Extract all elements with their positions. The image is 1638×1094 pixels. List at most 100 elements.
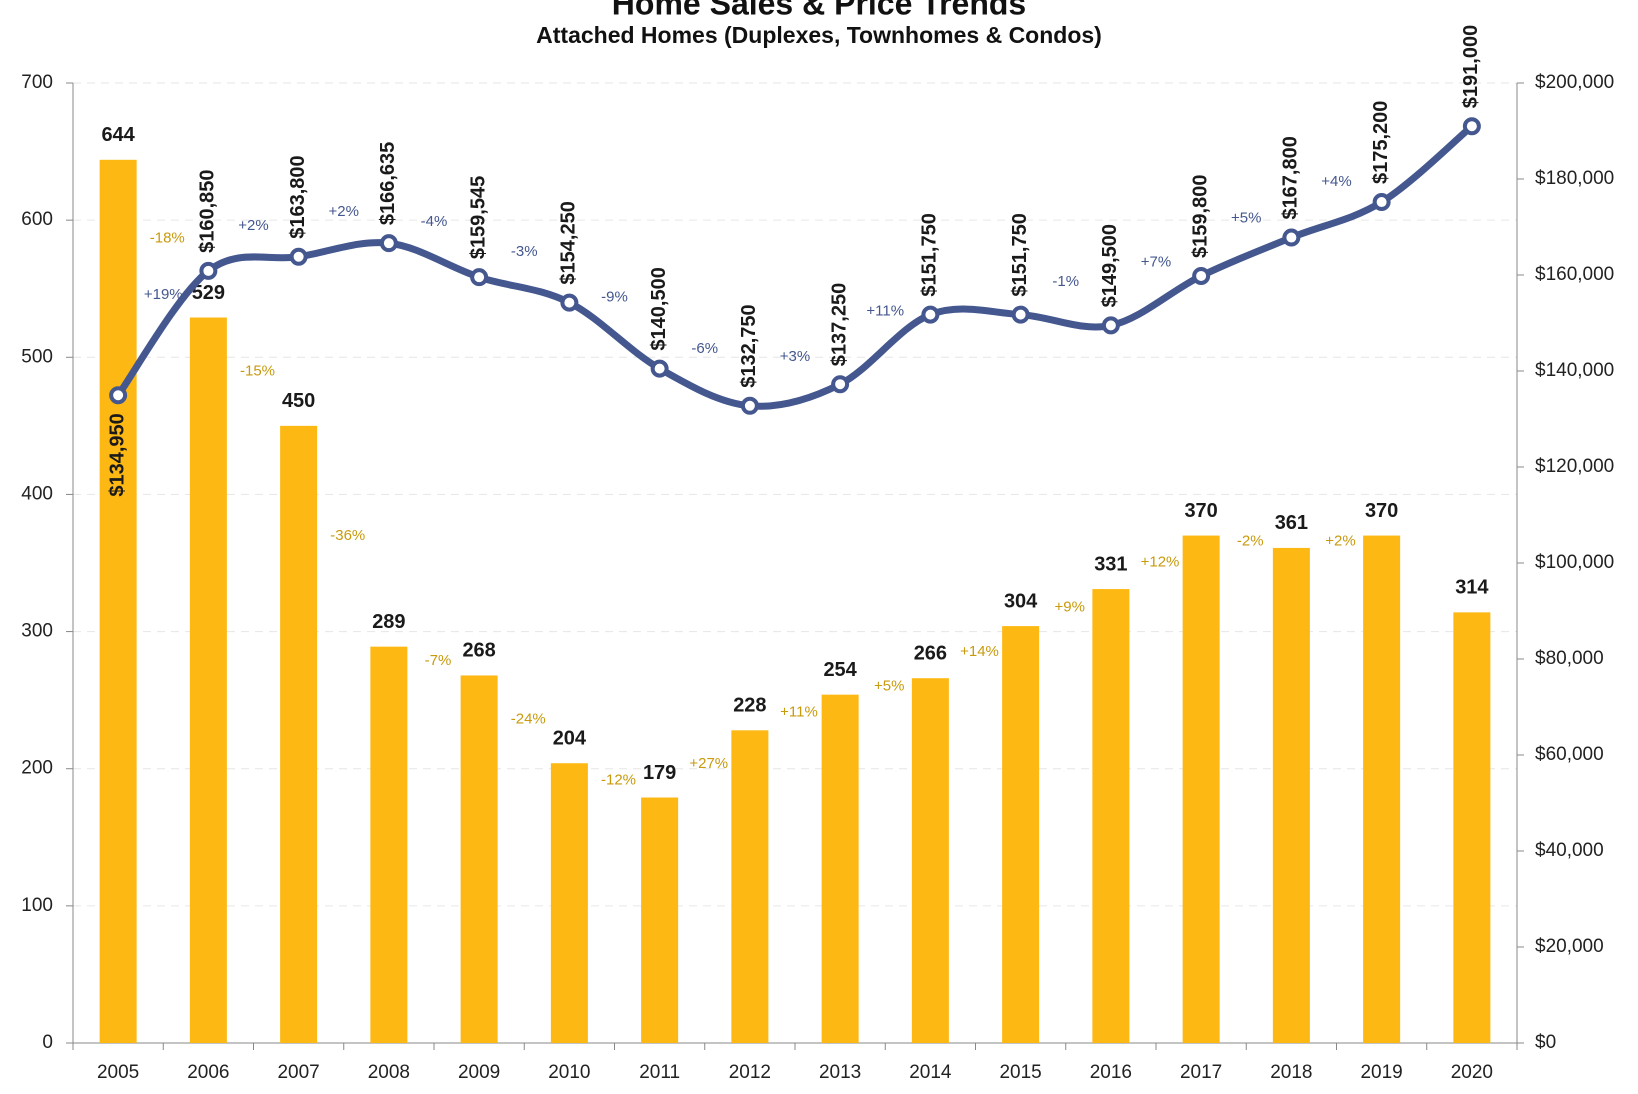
bar <box>731 730 769 1043</box>
price-point <box>1011 305 1030 324</box>
y2-tick-label: $0 <box>1535 1032 1556 1053</box>
y-tick-label: 500 <box>21 346 53 367</box>
x-tick-label: 2009 <box>458 1062 500 1083</box>
y2-tick-label: $180,000 <box>1535 168 1614 189</box>
line-change-label: -1% <box>1052 273 1079 290</box>
bar-value-label: 331 <box>1094 553 1127 575</box>
line-change-label: +5% <box>1231 210 1261 227</box>
bar <box>1092 589 1130 1043</box>
bar-value-label: 644 <box>101 124 135 146</box>
line-change-label: +3% <box>780 348 810 365</box>
price-value-label: $134,950 <box>106 413 128 496</box>
price-point <box>1462 117 1481 136</box>
bar-change-label: -2% <box>1237 533 1264 550</box>
bar-value-label: 268 <box>462 640 495 662</box>
y-tick-label: 0 <box>42 1032 53 1053</box>
x-tick-label: 2019 <box>1360 1062 1402 1083</box>
bar <box>370 646 408 1043</box>
bar-value-label: 370 <box>1184 500 1217 522</box>
bar-value-label: 304 <box>1004 590 1038 612</box>
price-point <box>921 305 940 324</box>
price-value-label: $167,800 <box>1280 136 1302 219</box>
y-tick-label: 100 <box>21 895 53 916</box>
x-tick-label: 2012 <box>729 1062 771 1083</box>
chart-title: Home Sales & Price Trends <box>612 0 1026 21</box>
bar-change-label: -15% <box>240 363 275 380</box>
price-point <box>470 268 489 287</box>
x-tick-label: 2013 <box>819 1062 861 1083</box>
bar-value-label: 254 <box>823 659 857 681</box>
price-point <box>1101 316 1120 335</box>
y2-tick-label: $200,000 <box>1535 72 1614 93</box>
line-change-label: +11% <box>866 302 904 319</box>
price-value-label: $166,635 <box>377 142 399 225</box>
bar-value-label: 529 <box>192 282 225 304</box>
price-point <box>1282 228 1301 247</box>
y-tick-label: 200 <box>21 758 53 779</box>
price-line <box>115 123 1475 410</box>
bar-value-label: 266 <box>914 642 947 664</box>
bar-change-label: +14% <box>960 643 999 660</box>
bar <box>911 678 949 1043</box>
price-point <box>379 234 398 253</box>
y2-tick-label: $40,000 <box>1535 840 1604 861</box>
x-tick-label: 2018 <box>1270 1062 1312 1083</box>
bar <box>1002 626 1040 1043</box>
bar-value-label: 228 <box>733 695 766 717</box>
bar-change-label: +27% <box>689 755 728 772</box>
price-point <box>560 293 579 312</box>
bar <box>99 159 137 1044</box>
x-tick-label: 2005 <box>97 1062 139 1083</box>
price-value-label: $191,000 <box>1460 25 1482 108</box>
price-point <box>650 359 669 378</box>
price-value-label: $132,750 <box>738 304 760 387</box>
bar-change-label: -24% <box>511 710 546 727</box>
price-value-label: $159,800 <box>1189 175 1211 258</box>
price-value-label: $149,500 <box>1099 224 1121 307</box>
bar-change-label: -7% <box>425 652 452 669</box>
bar-value-label: 370 <box>1365 500 1398 522</box>
x-tick-label: 2014 <box>909 1062 952 1083</box>
line-change-label: -9% <box>601 289 628 306</box>
bar <box>821 694 859 1043</box>
x-tick-label: 2010 <box>548 1062 590 1083</box>
price-value-label: $137,250 <box>828 283 850 366</box>
y2-tick-label: $160,000 <box>1535 264 1614 285</box>
y2-tick-label: $20,000 <box>1535 936 1604 957</box>
bar <box>1453 612 1491 1043</box>
y2-tick-label: $80,000 <box>1535 648 1604 669</box>
bar <box>1363 535 1401 1043</box>
price-point <box>831 375 850 394</box>
price-point <box>289 247 308 266</box>
bar-value-label: 314 <box>1455 577 1489 599</box>
bar-value-label: 450 <box>282 390 315 412</box>
y2-tick-label: $60,000 <box>1535 744 1604 765</box>
price-value-label: $151,750 <box>1009 213 1031 296</box>
x-tick-label: 2011 <box>639 1062 680 1083</box>
y2-tick-label: $100,000 <box>1535 552 1614 573</box>
price-value-label: $140,500 <box>648 267 670 350</box>
bar-change-label: -36% <box>330 527 365 544</box>
bar <box>641 797 679 1043</box>
bar-change-label: -18% <box>150 230 185 247</box>
x-tick-label: 2015 <box>999 1062 1041 1083</box>
price-value-label: $151,750 <box>919 213 941 296</box>
bar-change-label: +11% <box>780 703 818 720</box>
price-value-label: $159,545 <box>467 176 489 259</box>
line-change-label: -4% <box>421 213 448 230</box>
y-tick-label: 400 <box>21 483 53 504</box>
y2-tick-label: $120,000 <box>1535 456 1614 477</box>
price-point <box>740 396 759 415</box>
x-tick-label: 2008 <box>368 1062 410 1083</box>
x-tick-label: 2007 <box>277 1062 319 1083</box>
bar-change-label: +2% <box>1325 533 1355 550</box>
chart-subtitle: Attached Homes (Duplexes, Townhomes & Co… <box>536 22 1102 48</box>
price-value-label: $154,250 <box>558 201 580 284</box>
bar-change-label: -12% <box>601 771 636 788</box>
price-value-label: $160,850 <box>197 169 219 252</box>
y2-tick-label: $140,000 <box>1535 360 1614 381</box>
y-tick-label: 300 <box>21 621 53 642</box>
x-tick-label: 2020 <box>1451 1062 1493 1083</box>
line-change-label: -3% <box>511 243 538 260</box>
price-point <box>109 386 128 405</box>
